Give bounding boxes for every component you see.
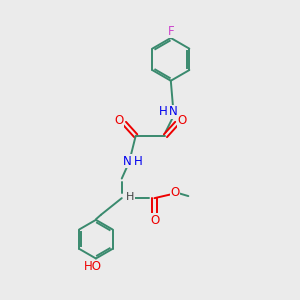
Text: N: N — [169, 106, 177, 118]
Text: H: H — [134, 155, 142, 168]
Text: O: O — [178, 114, 187, 128]
Text: F: F — [167, 25, 174, 38]
Text: H: H — [159, 106, 168, 118]
Text: O: O — [150, 214, 160, 226]
Text: O: O — [171, 186, 180, 199]
Text: HO: HO — [84, 260, 102, 273]
Text: H: H — [126, 192, 134, 202]
Text: N: N — [123, 155, 131, 168]
Text: O: O — [115, 114, 124, 128]
